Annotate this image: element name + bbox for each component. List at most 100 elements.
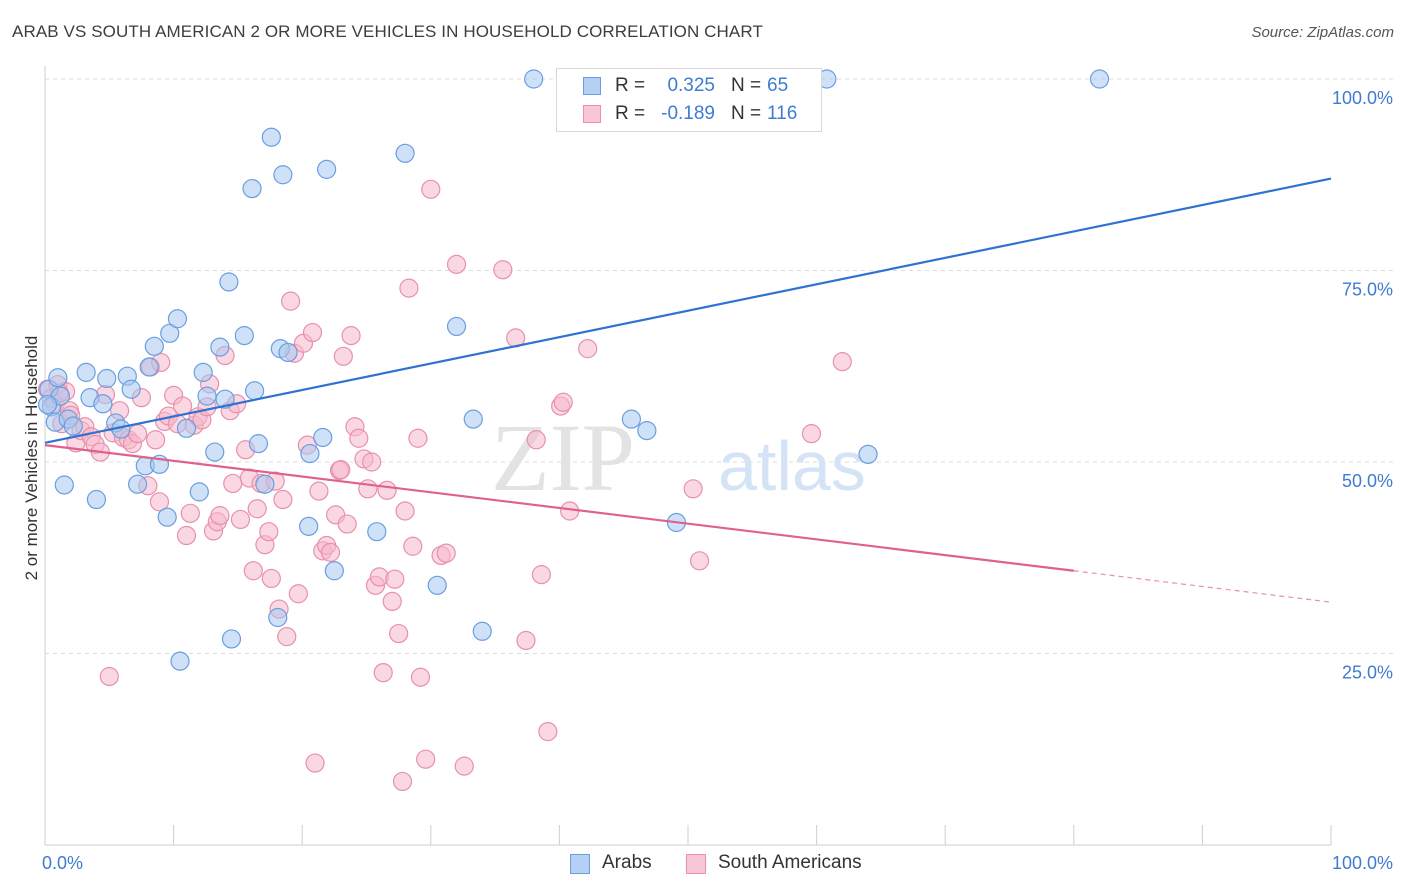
south-americans-point bbox=[341, 326, 361, 346]
south-americans-point bbox=[399, 278, 419, 298]
bottom-arabs-swatch bbox=[570, 854, 590, 874]
south-americans-point bbox=[259, 522, 279, 542]
south-americans-point bbox=[410, 667, 431, 687]
arabs-point bbox=[54, 475, 74, 495]
south-americans-point bbox=[832, 352, 852, 372]
x-tick-label-max: 100.0% bbox=[1332, 853, 1393, 873]
south-americans-point bbox=[149, 492, 170, 512]
arabs-point bbox=[278, 342, 298, 363]
arabs-trend-line bbox=[44, 177, 1332, 444]
arabs-point bbox=[97, 368, 117, 389]
arabs-point bbox=[255, 474, 275, 494]
chart-title: ARAB VS SOUTH AMERICAN 2 OR MORE VEHICLE… bbox=[12, 22, 763, 41]
arabs-point bbox=[219, 272, 239, 292]
south-americans-point bbox=[385, 569, 405, 589]
south-americans-r-label: R = bbox=[615, 103, 646, 124]
arabs-point bbox=[189, 482, 209, 502]
source-label: Source: ZipAtlas.com bbox=[1251, 24, 1394, 41]
legend-row-arabs: R = 0.325 N = 65 bbox=[557, 73, 821, 101]
south-americans-point bbox=[801, 424, 822, 444]
arabs-r-label: R = bbox=[615, 75, 646, 96]
south-americans-point bbox=[210, 506, 230, 526]
y-tick-label: 100.0% bbox=[1332, 88, 1393, 108]
arabs-point bbox=[86, 489, 107, 510]
arabs-point bbox=[48, 368, 68, 388]
south-americans-point bbox=[373, 663, 393, 683]
arabs-point bbox=[427, 575, 447, 595]
arabs-point bbox=[76, 362, 96, 382]
arabs-point bbox=[621, 409, 642, 429]
south-americans-trend-line bbox=[44, 444, 1074, 572]
south-americans-point bbox=[223, 473, 243, 494]
correlation-legend: R = 0.325 N = 65 R = -0.189 N = 116 bbox=[556, 68, 822, 132]
south-americans-point bbox=[454, 756, 474, 776]
south-americans-swatch bbox=[583, 105, 601, 123]
arabs-point bbox=[176, 418, 197, 438]
south-americans-point bbox=[305, 753, 325, 773]
south-americans-point bbox=[382, 591, 402, 612]
south-americans-point bbox=[553, 392, 573, 412]
south-americans-point bbox=[261, 568, 281, 589]
bottom-arabs-label: Arabs bbox=[602, 852, 652, 873]
arabs-point bbox=[127, 474, 148, 494]
south-americans-point bbox=[333, 346, 353, 366]
arabs-point bbox=[524, 69, 544, 89]
arabs-point bbox=[463, 409, 483, 429]
arabs-point bbox=[273, 165, 293, 185]
arabs-point bbox=[261, 127, 281, 147]
south-americans-point bbox=[243, 561, 263, 581]
y-tick-label: 25.0% bbox=[1342, 663, 1393, 683]
arabs-point bbox=[121, 379, 141, 399]
y-tick-label: 50.0% bbox=[1342, 471, 1393, 491]
arabs-point bbox=[210, 337, 230, 357]
arabs-point bbox=[242, 178, 262, 199]
south-americans-point bbox=[377, 480, 397, 500]
south-americans-point bbox=[689, 551, 710, 571]
watermark-atlas: atlas bbox=[718, 427, 866, 505]
south-americans-point bbox=[145, 430, 166, 450]
south-americans-point bbox=[230, 509, 251, 530]
arabs-point bbox=[248, 434, 269, 454]
arabs-point bbox=[215, 389, 235, 409]
south-americans-point bbox=[531, 565, 551, 585]
arabs-point bbox=[317, 159, 337, 179]
south-americans-point bbox=[446, 254, 467, 274]
south-americans-point bbox=[493, 260, 513, 280]
south-americans-point bbox=[99, 666, 119, 687]
arabs-point bbox=[637, 420, 657, 441]
arabs-point bbox=[245, 381, 265, 401]
watermark: ZIP atlas bbox=[491, 404, 866, 511]
arabs-point bbox=[93, 394, 113, 414]
arabs-point bbox=[1089, 69, 1110, 89]
south-americans-point bbox=[538, 722, 558, 742]
axes bbox=[44, 66, 1332, 846]
watermark-zip: ZIP bbox=[491, 404, 635, 511]
arabs-point bbox=[170, 651, 190, 671]
south-americans-point bbox=[337, 514, 357, 534]
arabs-points bbox=[37, 69, 1110, 671]
arabs-point bbox=[395, 143, 415, 163]
arabs-point bbox=[167, 309, 188, 329]
arabs-n-value: 65 bbox=[767, 75, 789, 96]
south-americans-point bbox=[309, 481, 329, 501]
arabs-point bbox=[300, 443, 320, 464]
arabs-swatch bbox=[583, 77, 601, 95]
south-americans-n-label: N = bbox=[731, 103, 762, 124]
bottom-south-americans-swatch bbox=[686, 854, 706, 874]
south-americans-point bbox=[127, 424, 148, 444]
south-americans-point bbox=[403, 536, 423, 556]
arabs-point bbox=[37, 394, 58, 415]
south-americans-point bbox=[273, 489, 293, 510]
south-americans-point bbox=[421, 179, 441, 199]
south-americans-point bbox=[362, 452, 382, 472]
arabs-point bbox=[157, 507, 177, 527]
south-americans-point bbox=[389, 623, 409, 644]
arabs-point bbox=[299, 516, 319, 536]
south-americans-point bbox=[288, 584, 308, 604]
south-americans-point bbox=[408, 428, 428, 448]
south-americans-point bbox=[320, 542, 341, 562]
legend-row-south-americans: R = -0.189 N = 116 bbox=[557, 101, 821, 129]
south-americans-point bbox=[683, 479, 703, 499]
south-americans-point bbox=[349, 428, 369, 448]
south-americans-point bbox=[247, 499, 267, 519]
